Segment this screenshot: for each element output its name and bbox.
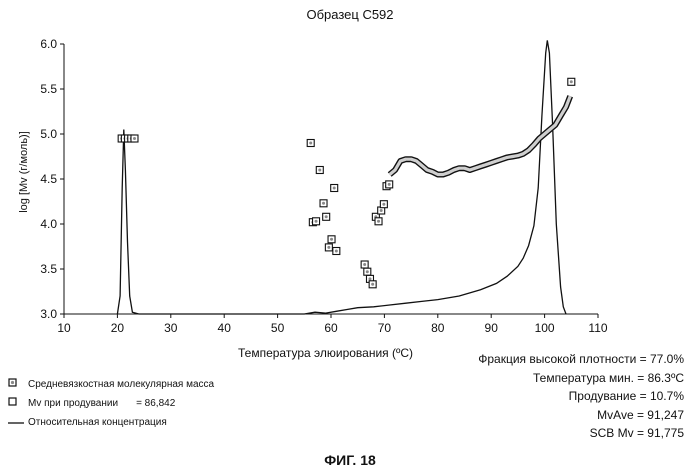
x-tick-label: 100 xyxy=(535,321,555,335)
x-tick-label: 90 xyxy=(485,321,499,335)
legend-item-concentration: Относительная концентрация xyxy=(8,413,214,432)
mv-marker-dot xyxy=(382,202,386,206)
y-tick-label: 6.0 xyxy=(40,37,57,51)
x-tick-label: 70 xyxy=(378,321,392,335)
y-tick-label: 4.0 xyxy=(40,217,57,231)
legend-item-purge: Mv при продувании = 86,842 xyxy=(8,394,214,413)
stat-purge: Продувание = 10.7% xyxy=(568,389,684,403)
x-tick-label: 110 xyxy=(588,321,607,335)
mv-marker-dot xyxy=(371,282,375,286)
legend-label-viscosity: Средневязкостная молекулярная масса xyxy=(28,379,215,390)
mv-marker-dot xyxy=(132,137,136,140)
y-axis-label: log [Mv (г/моль)] xyxy=(18,131,30,213)
mv-marker-dot xyxy=(322,201,326,205)
mv-marker-dot xyxy=(379,209,383,212)
stat-mv-ave: MvAve = 91,247 xyxy=(597,407,684,422)
x-tick-label: 10 xyxy=(57,321,71,335)
y-tick-label: 3.0 xyxy=(40,307,57,321)
mv-marker-dot xyxy=(318,168,322,172)
mv-marker-dot xyxy=(324,215,328,219)
mv-marker-dot xyxy=(327,245,331,249)
open-square-icon xyxy=(8,397,28,410)
legend-label-concentration: Относительная концентрация xyxy=(28,417,167,428)
stat-scb-mv: SCB Mv = 91,775 xyxy=(589,426,684,440)
x-tick-label: 50 xyxy=(271,321,285,335)
y-tick-label: 5.0 xyxy=(40,127,57,141)
legend-label-purge: Mv при продувании xyxy=(28,398,119,409)
mv-marker-dot xyxy=(332,186,336,190)
mv-marker-dot xyxy=(365,270,369,274)
mv-marker-dot xyxy=(363,263,367,266)
mv-marker-dot xyxy=(330,237,334,241)
concentration-line xyxy=(116,40,567,315)
stats-panel: Фракция высокой плотности = 77.0% Темпер… xyxy=(478,350,684,443)
chart-title: Образец С592 xyxy=(306,7,394,22)
x-tick-label: 60 xyxy=(324,321,338,335)
x-axis-label: Температура элюирования (ºC) xyxy=(238,346,414,360)
line-icon xyxy=(8,417,28,428)
x-tick-label: 40 xyxy=(218,321,232,335)
purge-mv-band xyxy=(388,95,572,177)
mv-marker-dot xyxy=(334,249,338,253)
mv-marker-dot xyxy=(309,141,313,145)
stat-high-density-fraction: Фракция высокой плотности = 77.0% xyxy=(478,352,684,366)
x-tick-label: 80 xyxy=(431,321,445,335)
x-tick-label: 20 xyxy=(111,321,125,335)
mv-marker-dot xyxy=(569,80,573,84)
y-tick-label: 4.5 xyxy=(40,172,57,186)
figure-caption: ФИГ. 18 xyxy=(324,452,376,468)
stat-min-temperature: Температура мин. = 86.3ºC xyxy=(532,370,684,385)
mv-marker-dot xyxy=(314,219,318,223)
mv-marker-dot xyxy=(387,182,391,186)
mv-marker-dot xyxy=(377,219,381,223)
dot-square-icon xyxy=(8,378,28,391)
mv-marker-dot xyxy=(368,277,372,281)
legend-purge-value: = 86,842 xyxy=(136,398,176,409)
legend: Средневязкостная молекулярная масса Mv п… xyxy=(8,375,214,432)
plot-area: 10 20 30 40 50 60 70 80 90 100 110 3.0 3.5 4.0 4.5 5.0 5… xyxy=(40,37,608,335)
legend-item-viscosity: Средневязкостная молекулярная масса xyxy=(8,375,214,394)
x-tick-label: 30 xyxy=(164,321,178,335)
y-tick-label: 3.5 xyxy=(40,262,57,276)
y-tick-label: 5.5 xyxy=(40,82,57,96)
